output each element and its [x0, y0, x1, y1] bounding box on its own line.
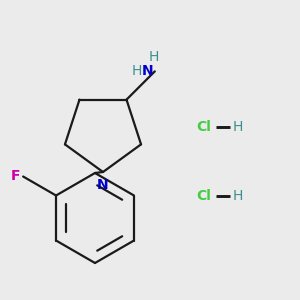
Text: N: N: [142, 64, 154, 78]
Text: H: H: [233, 189, 243, 203]
Text: N: N: [97, 178, 109, 192]
Text: F: F: [11, 169, 20, 184]
Text: Cl: Cl: [196, 120, 211, 134]
Text: H: H: [233, 120, 243, 134]
Text: H: H: [148, 50, 159, 64]
Text: Cl: Cl: [196, 189, 211, 203]
Text: H: H: [131, 64, 142, 78]
